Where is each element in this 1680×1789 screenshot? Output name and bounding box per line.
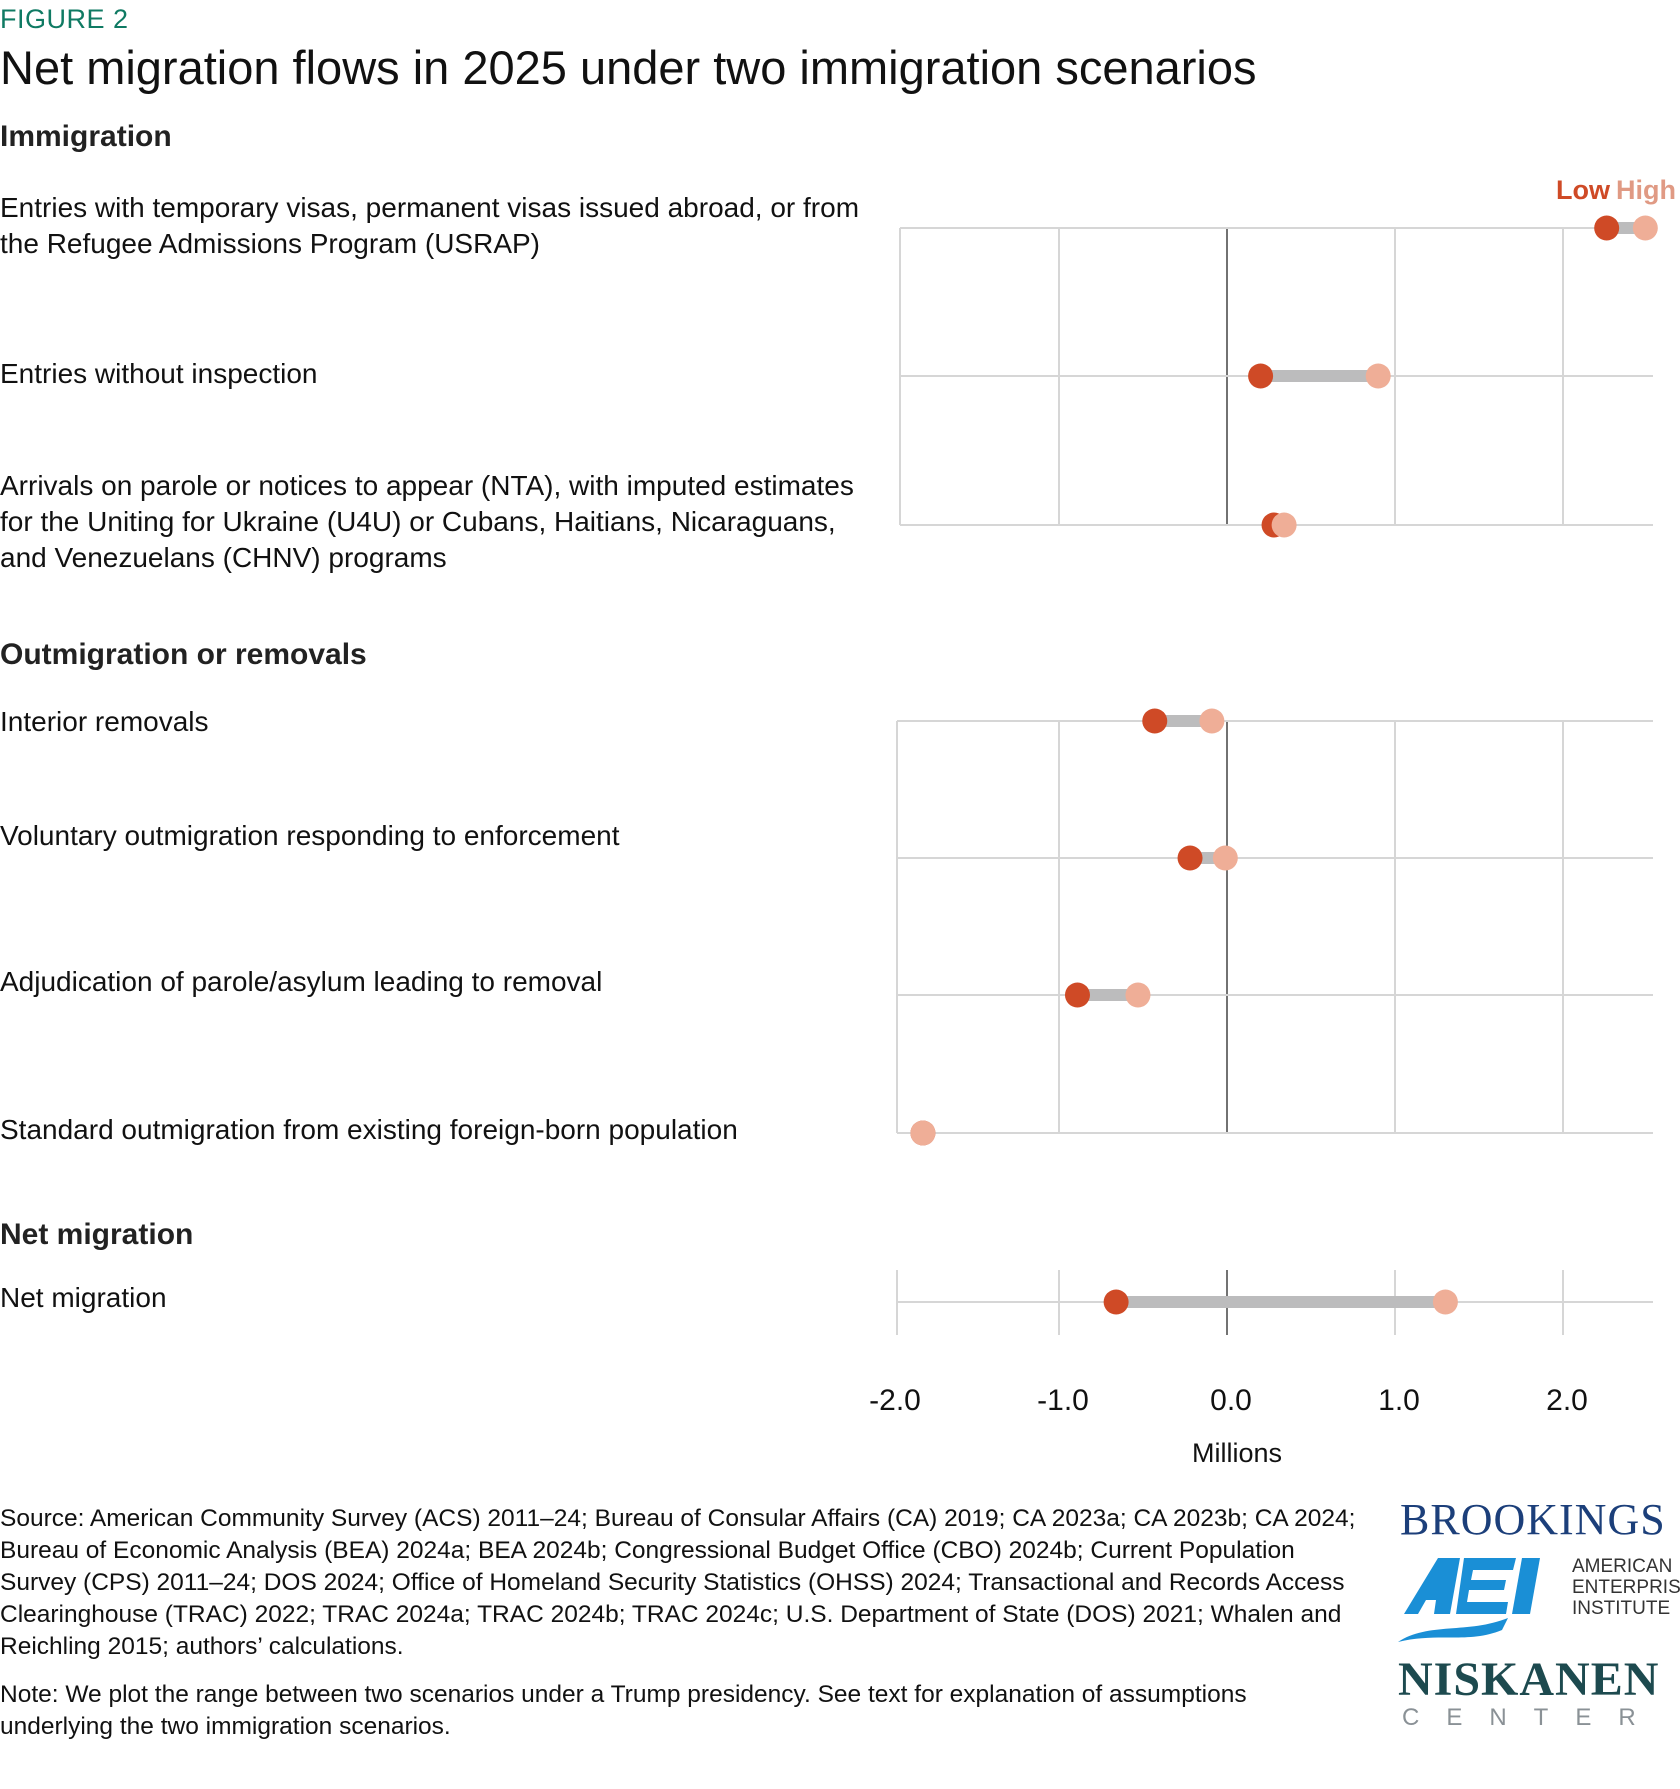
section-heading-immigration: Immigration [0,120,172,153]
aei-logo-mark [1398,1558,1540,1642]
row-label-parole: Arrivals on parole or notices to appear … [0,470,854,573]
aei-text-line: AMERICAN [1572,1556,1673,1577]
high-point [1125,982,1151,1008]
low-point [1142,708,1168,734]
row-label-voluntary-outmigration: Voluntary outmigration responding to enf… [0,820,620,851]
low-point [1103,1289,1129,1315]
row-label-usrap: Entries with temporary visas, permanent … [0,192,860,259]
niskanen-logo: NISKANEN [1398,1653,1660,1706]
row-label-ewi: Entries without inspection [0,358,318,389]
footnote: Note: We plot the range between two scen… [0,1681,1247,1740]
high-point [910,1120,936,1146]
legend-low: Low [1556,175,1611,205]
high-point [1432,1289,1458,1315]
section-heading-outmigration: Outmigration or removals [0,638,367,671]
row-label-adjudication: Adjudication of parole/asylum leading to… [0,966,603,997]
low-point [1248,363,1274,389]
low-point [1177,845,1203,871]
high-point [1365,363,1391,389]
x-tick-label: 0.0 [1210,1384,1252,1417]
x-axis-label: Millions [1192,1438,1282,1468]
low-point [1064,982,1090,1008]
aei-text-line: ENTERPRISE [1572,1577,1680,1598]
high-point [1632,215,1658,241]
x-tick-label: 1.0 [1378,1384,1420,1417]
brookings-logo: BROOKINGS [1400,1495,1666,1544]
row-label-standard-outmigration: Standard outmigration from existing fore… [0,1114,738,1145]
high-point [1199,708,1225,734]
source-note: Source: American Community Survey (ACS) … [0,1505,1356,1660]
high-point [1212,845,1238,871]
x-tick-label: -2.0 [869,1384,921,1417]
high-point [1271,512,1297,538]
figure-label: FIGURE 2 [0,4,129,34]
legend-high: High [1616,175,1676,205]
section-heading-net: Net migration [0,1218,194,1251]
niskanen-center-text: CENTER [1402,1704,1663,1731]
row-label-net-migration: Net migration [0,1282,167,1313]
row-label-interior-removals: Interior removals [0,706,209,737]
aei-text-line: INSTITUTE [1572,1598,1671,1619]
x-tick-label: -1.0 [1037,1384,1089,1417]
low-point [1594,215,1620,241]
chart-title: Net migration flows in 2025 under two im… [0,41,1257,94]
aei-logo-text: AMERICAN ENTERPRISE INSTITUTE [1572,1556,1680,1619]
x-tick-label: 2.0 [1546,1384,1588,1417]
